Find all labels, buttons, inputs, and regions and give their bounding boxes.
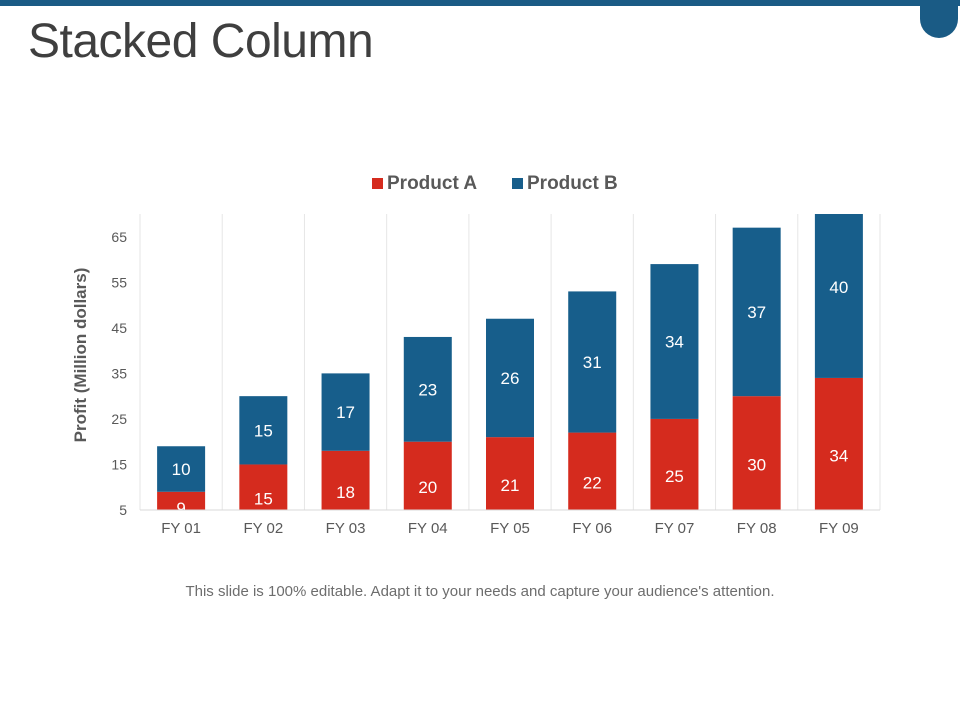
data-label: 20 [418, 478, 437, 497]
y-tick-label: 25 [111, 411, 127, 427]
bar-product-b-fy-05 [486, 318, 534, 438]
x-tick-label: FY 07 [655, 520, 695, 537]
y-tick-label: 55 [111, 274, 127, 290]
y-tick-label: 65 [111, 229, 127, 245]
legend-swatch [512, 178, 523, 189]
bar-product-b-fy-06 [568, 291, 617, 433]
bar-product-b-fy-09 [814, 214, 863, 378]
data-label: 10 [172, 460, 191, 479]
bar-product-b-fy-07 [650, 264, 699, 419]
bar-product-a-fy-05 [486, 437, 534, 510]
data-label: 37 [747, 303, 766, 322]
bar-product-a-fy-06 [568, 432, 617, 510]
bar-product-a-fy-03 [321, 450, 370, 510]
bar-product-a-fy-07 [650, 418, 699, 510]
bar-product-a-fy-04 [403, 441, 452, 510]
x-tick-label: FY 06 [572, 520, 612, 537]
top-accent-bar [0, 0, 960, 6]
data-label: 40 [829, 278, 848, 297]
legend-swatch [372, 178, 383, 189]
corner-tab-decoration [920, 0, 958, 38]
data-label: 22 [583, 474, 602, 493]
data-label: 17 [336, 403, 355, 422]
bar-product-b-fy-03 [321, 373, 370, 451]
chart-gridlines [139, 214, 881, 510]
data-label: 18 [336, 483, 355, 502]
slide-title: Stacked Column [28, 15, 374, 68]
bar-product-a-fy-09 [814, 377, 863, 510]
footer-note: This slide is 100% editable. Adapt it to… [185, 583, 775, 600]
chart-axes: 5 15 25 35 45 55 65 FY 01 FY 02 FY 03 FY 04 FY 05 FY… [111, 229, 880, 537]
data-label: 34 [829, 446, 848, 465]
chart-data-labels: 9 10 15 15 18 17 20 23 21 26 22 31 25 34 30 37 34 40 [172, 278, 849, 518]
data-label: 15 [254, 421, 273, 440]
chart-legend: Product A Product B [372, 173, 618, 194]
legend-label: Product B [527, 173, 618, 194]
y-tick-label: 15 [111, 456, 127, 472]
y-tick-label: 45 [111, 320, 127, 336]
legend-label: Product A [387, 173, 477, 194]
bar-product-b-fy-08 [732, 227, 781, 397]
x-tick-label: FY 09 [819, 520, 859, 537]
data-label: 15 [254, 490, 273, 509]
bar-product-a-fy-01 [157, 491, 206, 510]
data-label: 23 [418, 380, 437, 399]
data-label: 25 [665, 467, 684, 486]
bar-product-a-fy-02 [239, 464, 288, 510]
bar-product-b-fy-02 [239, 396, 288, 465]
data-label: 31 [583, 353, 602, 372]
data-label: 34 [665, 333, 684, 352]
x-tick-label: FY 02 [243, 520, 283, 537]
x-tick-label: FY 08 [737, 520, 777, 537]
bar-product-b-fy-01 [157, 446, 206, 492]
y-axis-title: Profit (Million dollars) [71, 268, 90, 443]
chart-bars [157, 214, 863, 510]
data-label: 21 [501, 476, 520, 495]
data-label: 26 [501, 369, 520, 388]
data-label: 30 [747, 455, 766, 474]
data-label: 9 [176, 499, 185, 518]
x-tick-label: FY 05 [490, 520, 530, 537]
bar-product-a-fy-08 [732, 396, 781, 510]
y-tick-label: 35 [111, 365, 127, 381]
x-tick-label: FY 04 [408, 520, 448, 537]
x-tick-label: FY 01 [161, 520, 201, 537]
x-tick-label: FY 03 [326, 520, 366, 537]
bar-product-b-fy-04 [403, 336, 452, 442]
y-tick-label: 5 [119, 502, 127, 518]
